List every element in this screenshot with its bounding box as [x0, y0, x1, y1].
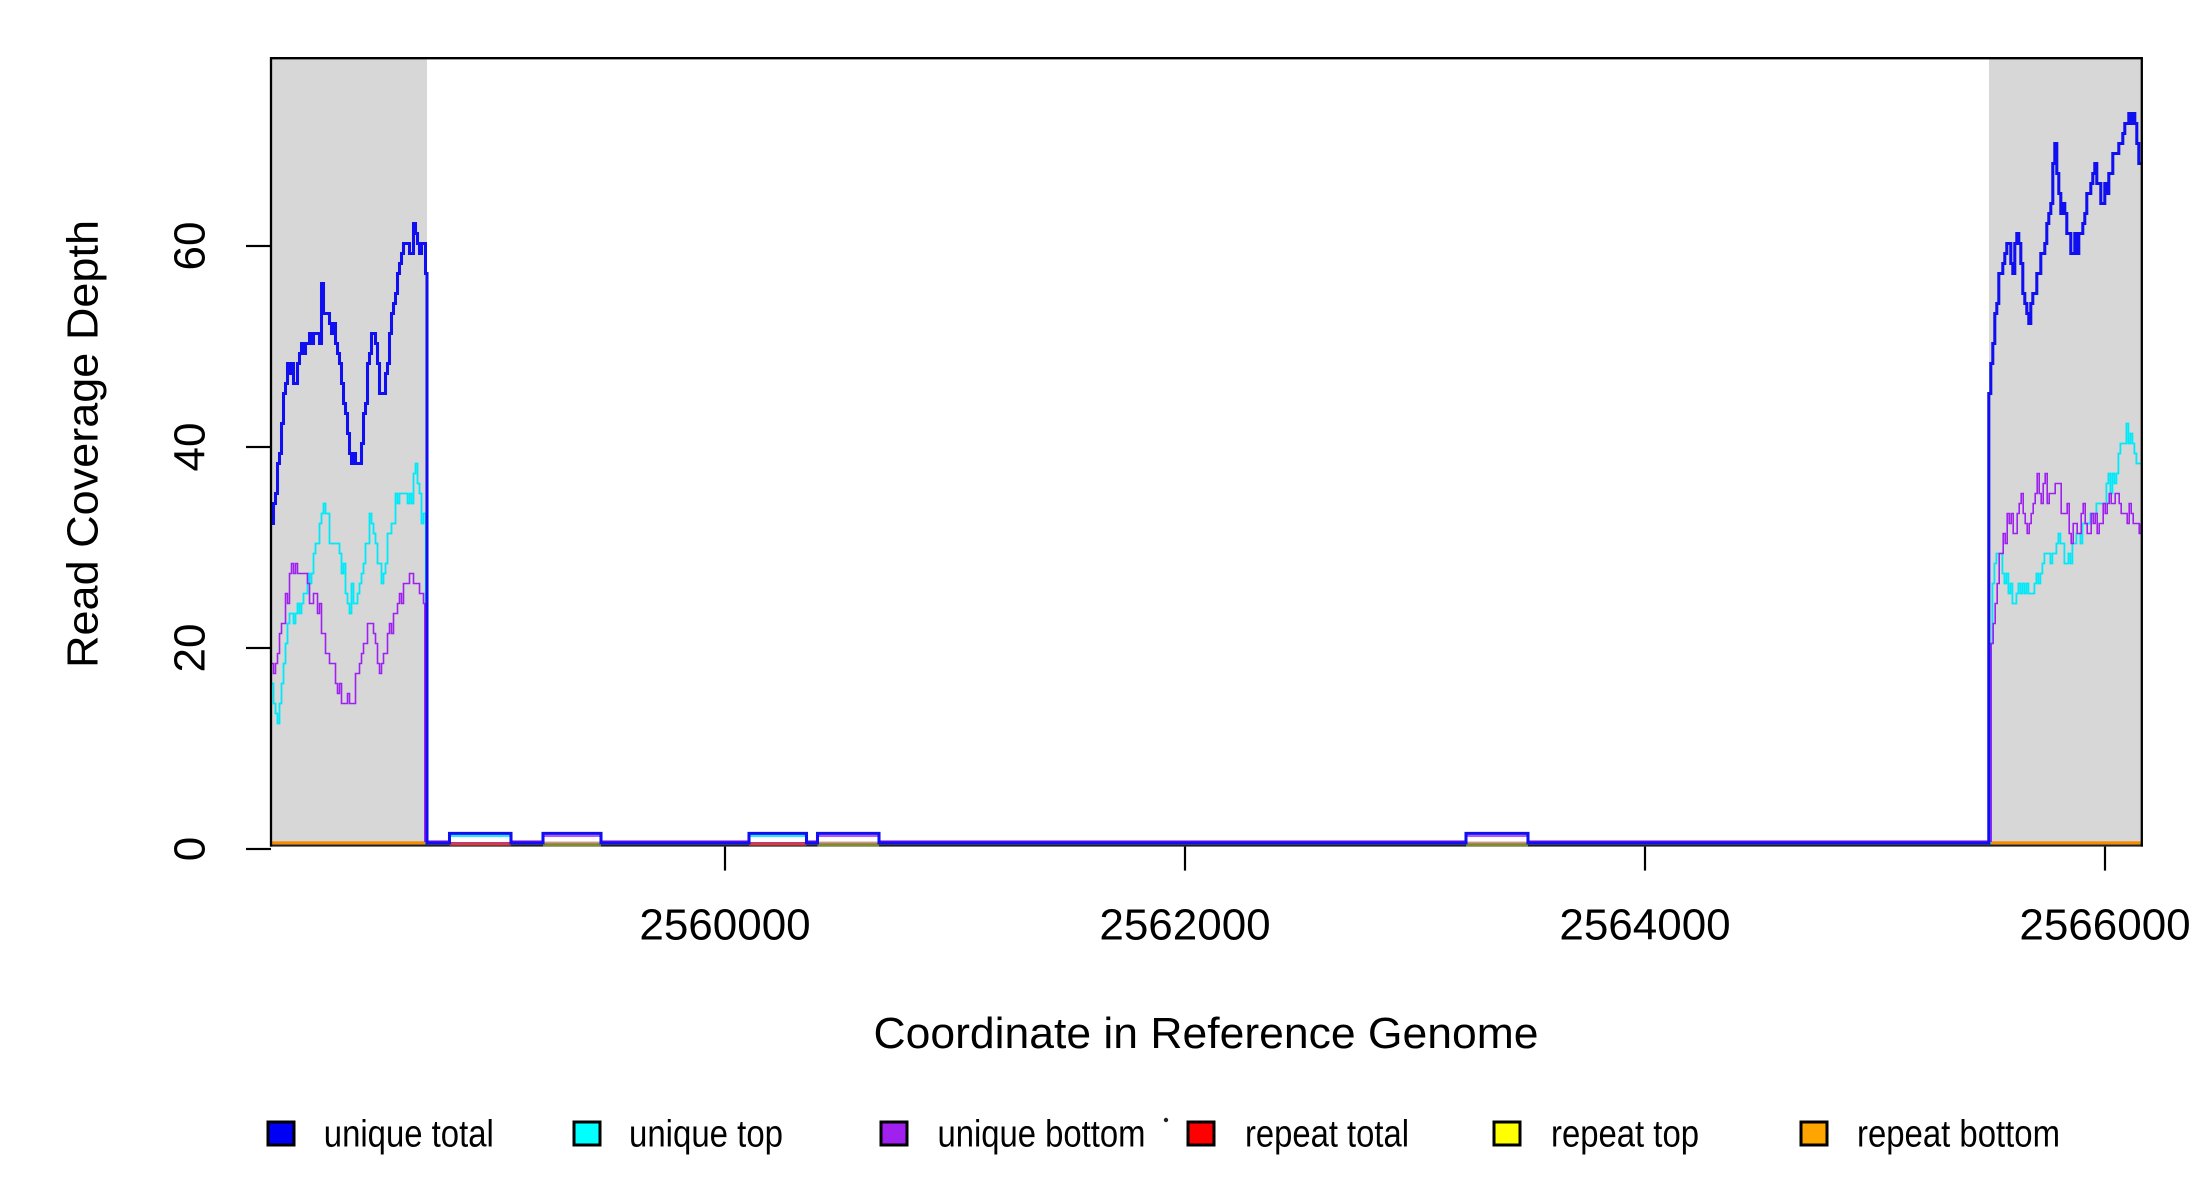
svg-text:repeat top: repeat top — [1551, 1114, 1699, 1156]
svg-text:repeat bottom: repeat bottom — [1857, 1114, 2060, 1156]
svg-text:Read Coverage Depth: Read Coverage Depth — [59, 220, 108, 668]
svg-text:2566000: 2566000 — [2019, 901, 2190, 950]
svg-text:0: 0 — [166, 837, 215, 861]
svg-text:60: 60 — [166, 222, 215, 271]
svg-text:2564000: 2564000 — [1559, 901, 1730, 950]
svg-text:unique total: unique total — [324, 1114, 494, 1156]
svg-text:Coordinate in Reference Genome: Coordinate in Reference Genome — [874, 1009, 1539, 1058]
svg-text:2562000: 2562000 — [1099, 901, 1270, 950]
svg-text:40: 40 — [166, 423, 215, 472]
svg-text:unique top: unique top — [629, 1114, 783, 1156]
svg-text:unique bottom: unique bottom — [938, 1114, 1146, 1156]
svg-text:20: 20 — [166, 624, 215, 673]
svg-text:2560000: 2560000 — [639, 901, 810, 950]
svg-text:repeat total: repeat total — [1245, 1114, 1409, 1156]
